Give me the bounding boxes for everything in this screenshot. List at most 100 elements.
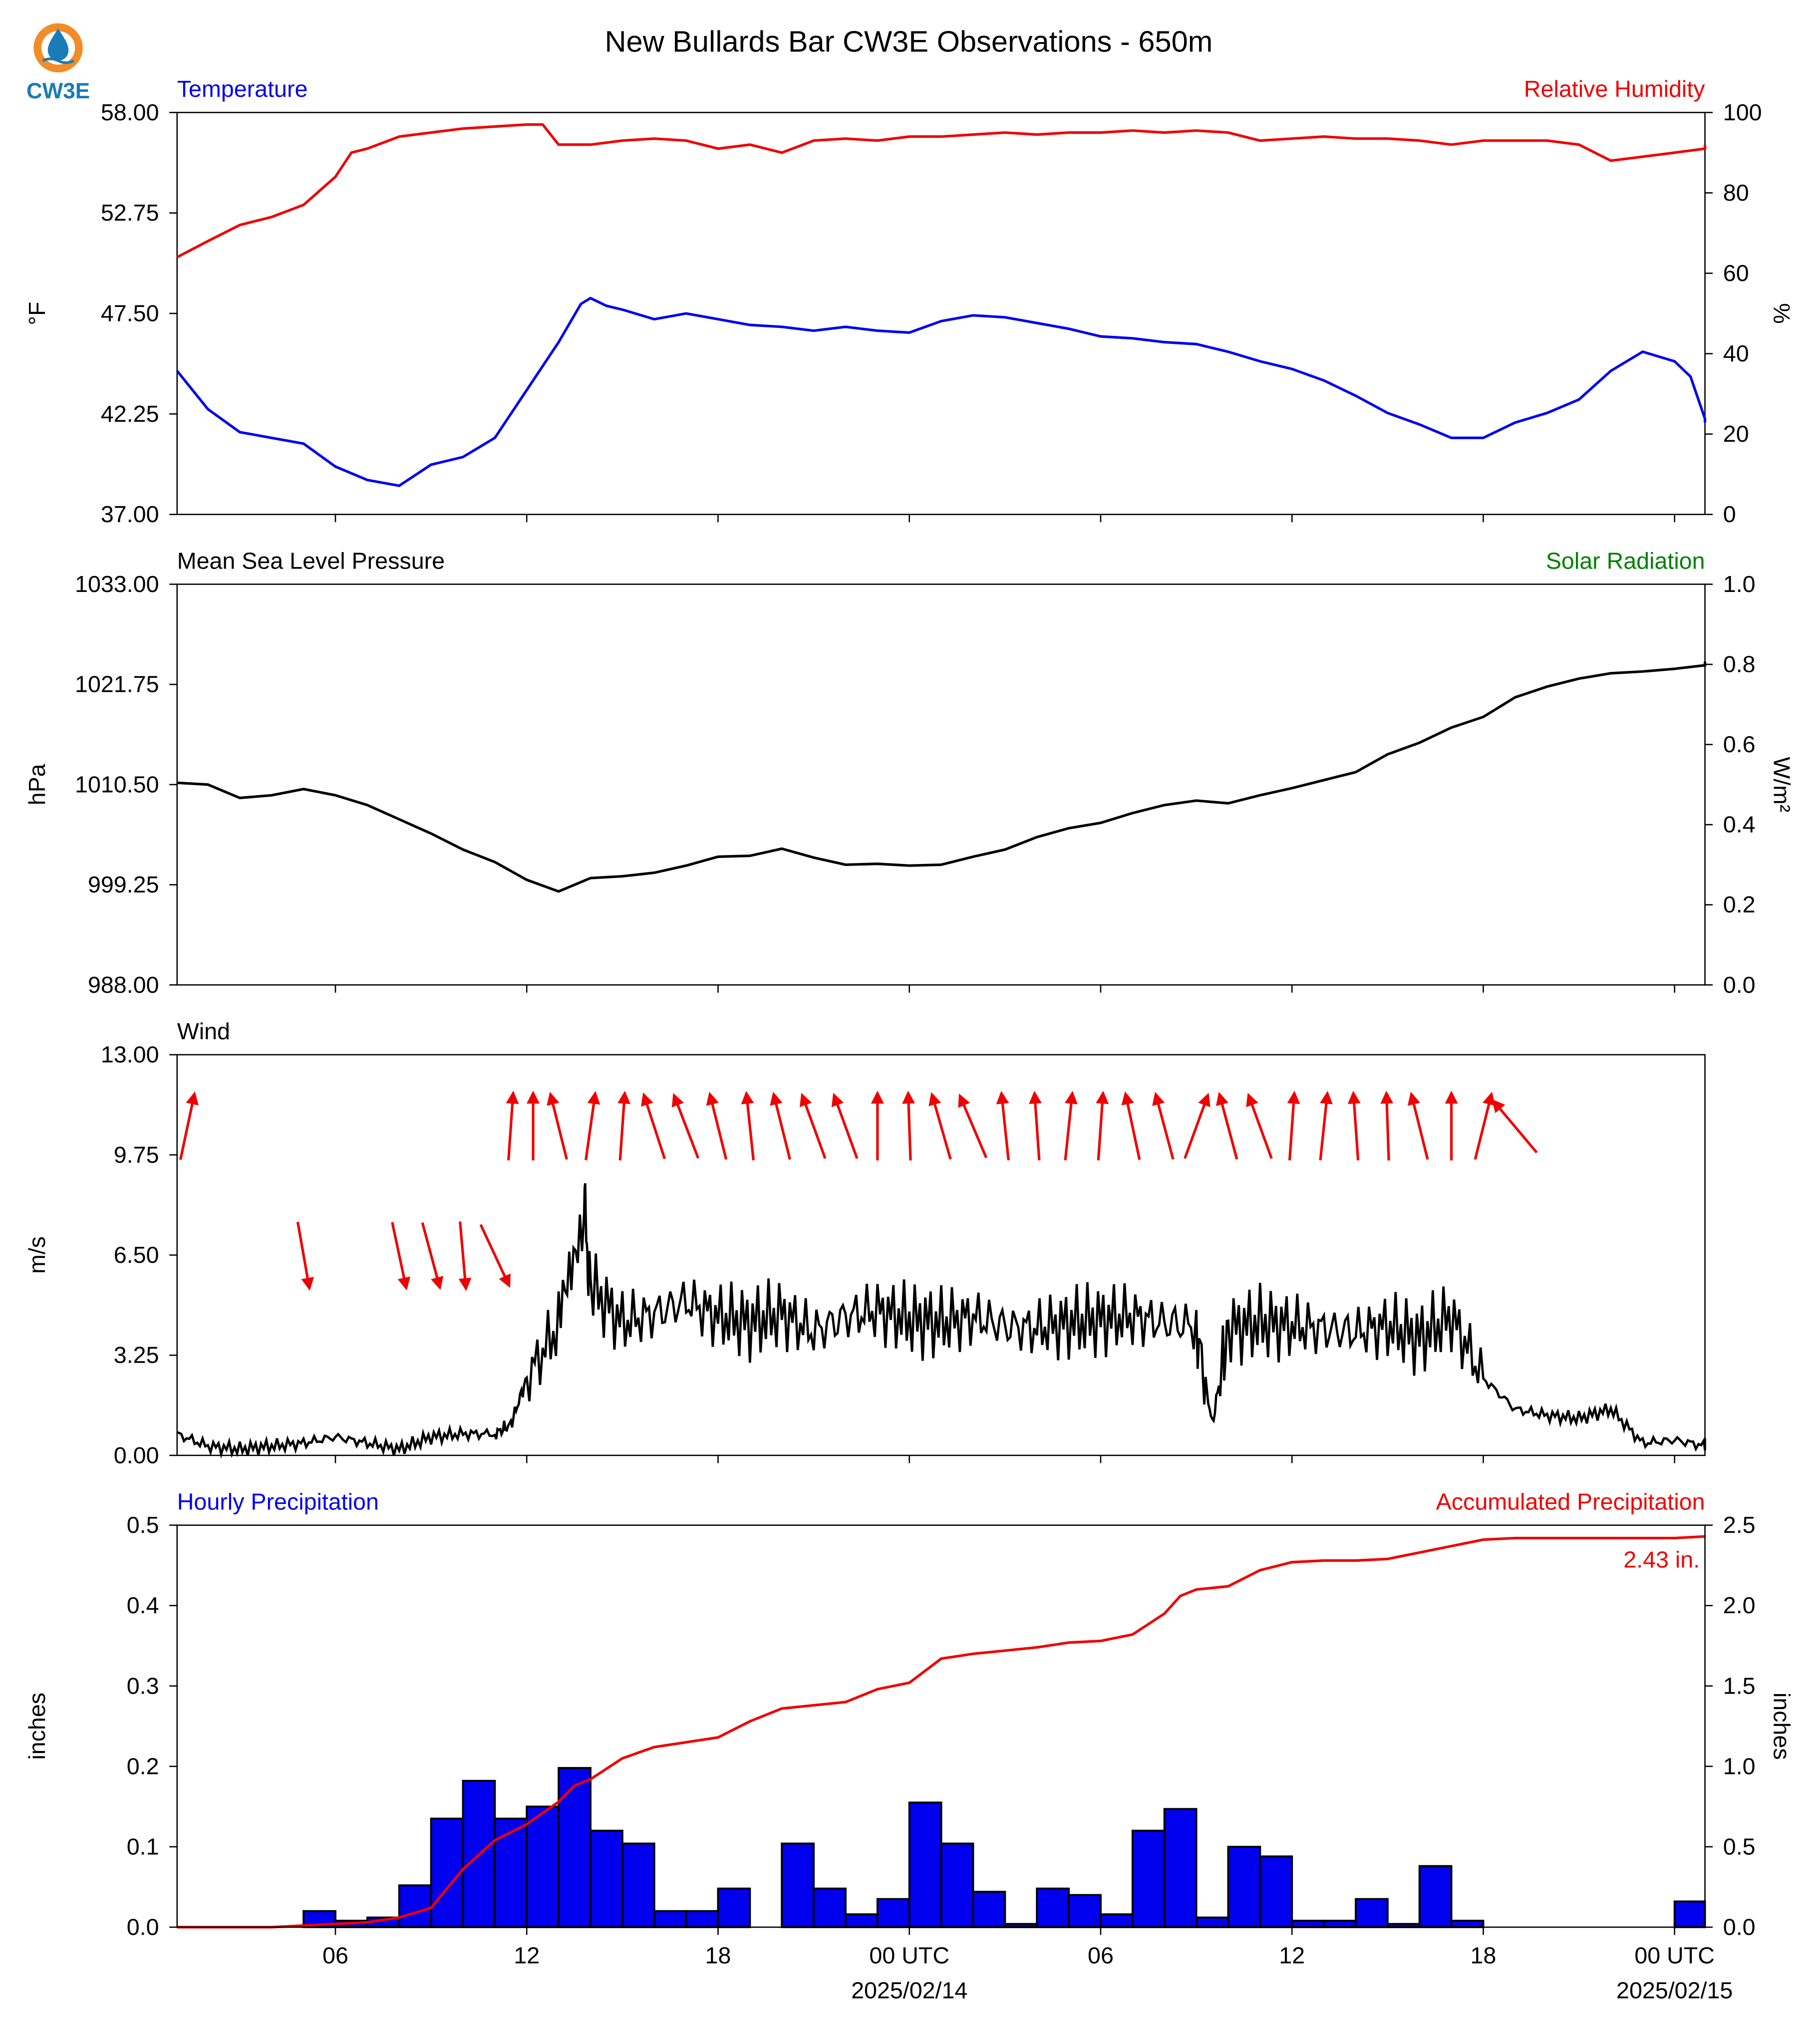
y-axis-label: inches xyxy=(24,1693,50,1760)
wind-direction-arrow xyxy=(1096,1091,1109,1160)
panel-title-right: Relative Humidity xyxy=(1524,76,1705,102)
precip-bar xyxy=(1068,1894,1102,1928)
pressure-line xyxy=(177,661,1707,893)
wind-direction-arrow xyxy=(1246,1093,1273,1159)
precip-bar xyxy=(1323,1920,1357,1928)
precip-bar xyxy=(590,1829,623,1928)
precip-bar xyxy=(813,1887,847,1928)
wind-direction-arrow xyxy=(1380,1091,1394,1160)
y-tick-label: 1010.50 xyxy=(75,771,159,797)
precip-bar xyxy=(558,1767,592,1928)
wind-direction-arrow xyxy=(479,1224,511,1288)
wind-direction-arrow xyxy=(770,1092,792,1160)
y-tick-label: 13.00 xyxy=(101,1042,159,1068)
panel-title-left: Wind xyxy=(177,1018,230,1044)
y-tick-label: 9.75 xyxy=(114,1142,159,1167)
y2-tick-label: 60 xyxy=(1723,260,1749,286)
precip-bar xyxy=(494,1817,528,1928)
precip-bar xyxy=(1418,1865,1453,1928)
panel-title-right: Solar Radiation xyxy=(1546,548,1705,574)
wind-direction-arrow xyxy=(617,1091,631,1160)
wind-direction-arrow xyxy=(179,1091,199,1160)
wind-direction-arrow xyxy=(296,1221,314,1291)
wind-direction-arrow xyxy=(741,1091,755,1160)
x-tick-label: 00 UTC xyxy=(869,1942,949,1968)
precip-bar xyxy=(653,1910,687,1928)
y-tick-label: 0.0 xyxy=(127,1914,159,1940)
wind-direction-arrow xyxy=(1492,1099,1538,1154)
date-label: 2025/02/14 xyxy=(851,1977,967,2003)
accumulated-precip-line xyxy=(177,1535,1705,1929)
precip-bar xyxy=(1131,1829,1166,1928)
wind-direction-arrow xyxy=(421,1222,444,1290)
y-tick-label: 0.00 xyxy=(114,1442,159,1468)
plot-frame-0 xyxy=(176,112,1706,515)
wind-direction-arrow xyxy=(1029,1091,1042,1160)
cw3e-logo: CW3E xyxy=(26,23,90,103)
wind-direction-arrow xyxy=(958,1093,988,1159)
y-tick-label: 37.00 xyxy=(101,501,159,527)
panel-title-left: Hourly Precipitation xyxy=(177,1489,379,1515)
x-tick-label: 06 xyxy=(322,1942,348,1968)
precip-bar xyxy=(621,1842,655,1928)
y-axis-label: °F xyxy=(24,301,50,325)
y-tick-label: 0.5 xyxy=(127,1512,159,1538)
logo-wave-icon xyxy=(42,57,74,64)
y-axis-label: hPa xyxy=(24,764,50,805)
wind-direction-arrow xyxy=(640,1092,666,1159)
precip-bar xyxy=(1163,1808,1198,1928)
x-tick-label: 06 xyxy=(1088,1942,1114,1968)
wind-direction-arrow xyxy=(585,1091,601,1160)
humidity-line xyxy=(176,123,1707,259)
wind-direction-arrow xyxy=(1407,1092,1429,1160)
x-tick-label: 12 xyxy=(514,1942,540,1968)
precip-bar xyxy=(1291,1920,1325,1928)
wind-direction-arrow xyxy=(706,1092,728,1160)
wind-direction-arrow xyxy=(1474,1092,1496,1160)
panel-title-left: Temperature xyxy=(177,76,308,102)
precip-bar xyxy=(430,1817,464,1928)
y-tick-label: 1033.00 xyxy=(75,571,159,597)
precip-bar xyxy=(1259,1855,1293,1928)
x-tick-label: 12 xyxy=(1279,1942,1305,1968)
precip-bar xyxy=(908,1801,942,1928)
y2-tick-label: 0.0 xyxy=(1723,972,1756,998)
precip-bar xyxy=(940,1842,974,1928)
y-axis-label: m/s xyxy=(24,1236,50,1274)
wind-direction-arrow xyxy=(506,1091,519,1160)
precip-bar xyxy=(1036,1887,1070,1928)
date-label: 2025/02/15 xyxy=(1616,1977,1733,2003)
wind-direction-arrow xyxy=(1215,1092,1238,1160)
precip-bar xyxy=(1227,1845,1261,1928)
panel-title-right: Accumulated Precipitation xyxy=(1436,1489,1705,1515)
y-tick-label: 42.25 xyxy=(101,401,159,427)
plot-frame-3 xyxy=(176,1524,1706,1928)
precip-bar xyxy=(1195,1916,1229,1928)
y2-axis-label: W/m² xyxy=(1769,757,1795,812)
x-tick-label: 18 xyxy=(705,1942,731,1968)
y-tick-label: 0.3 xyxy=(127,1673,159,1699)
precip-bar xyxy=(845,1913,879,1928)
precip-bar xyxy=(685,1910,719,1928)
y2-tick-label: 1.0 xyxy=(1723,571,1756,597)
plot-frame-1 xyxy=(176,583,1706,986)
y-tick-label: 0.4 xyxy=(127,1592,159,1618)
precip-bar xyxy=(526,1805,560,1928)
y2-tick-label: 40 xyxy=(1723,340,1749,366)
wind-direction-arrow xyxy=(458,1221,472,1291)
logo-drop-icon xyxy=(47,28,69,61)
y-tick-label: 988.00 xyxy=(88,972,159,998)
y-tick-label: 58.00 xyxy=(101,99,159,125)
accumulated-total-label: 2.43 in. xyxy=(1623,1546,1700,1572)
y2-tick-label: 1.0 xyxy=(1723,1753,1756,1779)
y-tick-label: 6.50 xyxy=(114,1242,159,1268)
wind-direction-arrow xyxy=(1121,1091,1141,1160)
plot-frame-2 xyxy=(176,1054,1706,1456)
y-tick-label: 3.25 xyxy=(114,1342,159,1368)
wind-direction-arrow xyxy=(671,1093,700,1159)
precip-bar xyxy=(972,1891,1006,1928)
y-tick-label: 52.75 xyxy=(101,200,159,226)
wind-direction-arrow xyxy=(547,1092,568,1160)
y2-tick-label: 0.8 xyxy=(1723,651,1756,677)
